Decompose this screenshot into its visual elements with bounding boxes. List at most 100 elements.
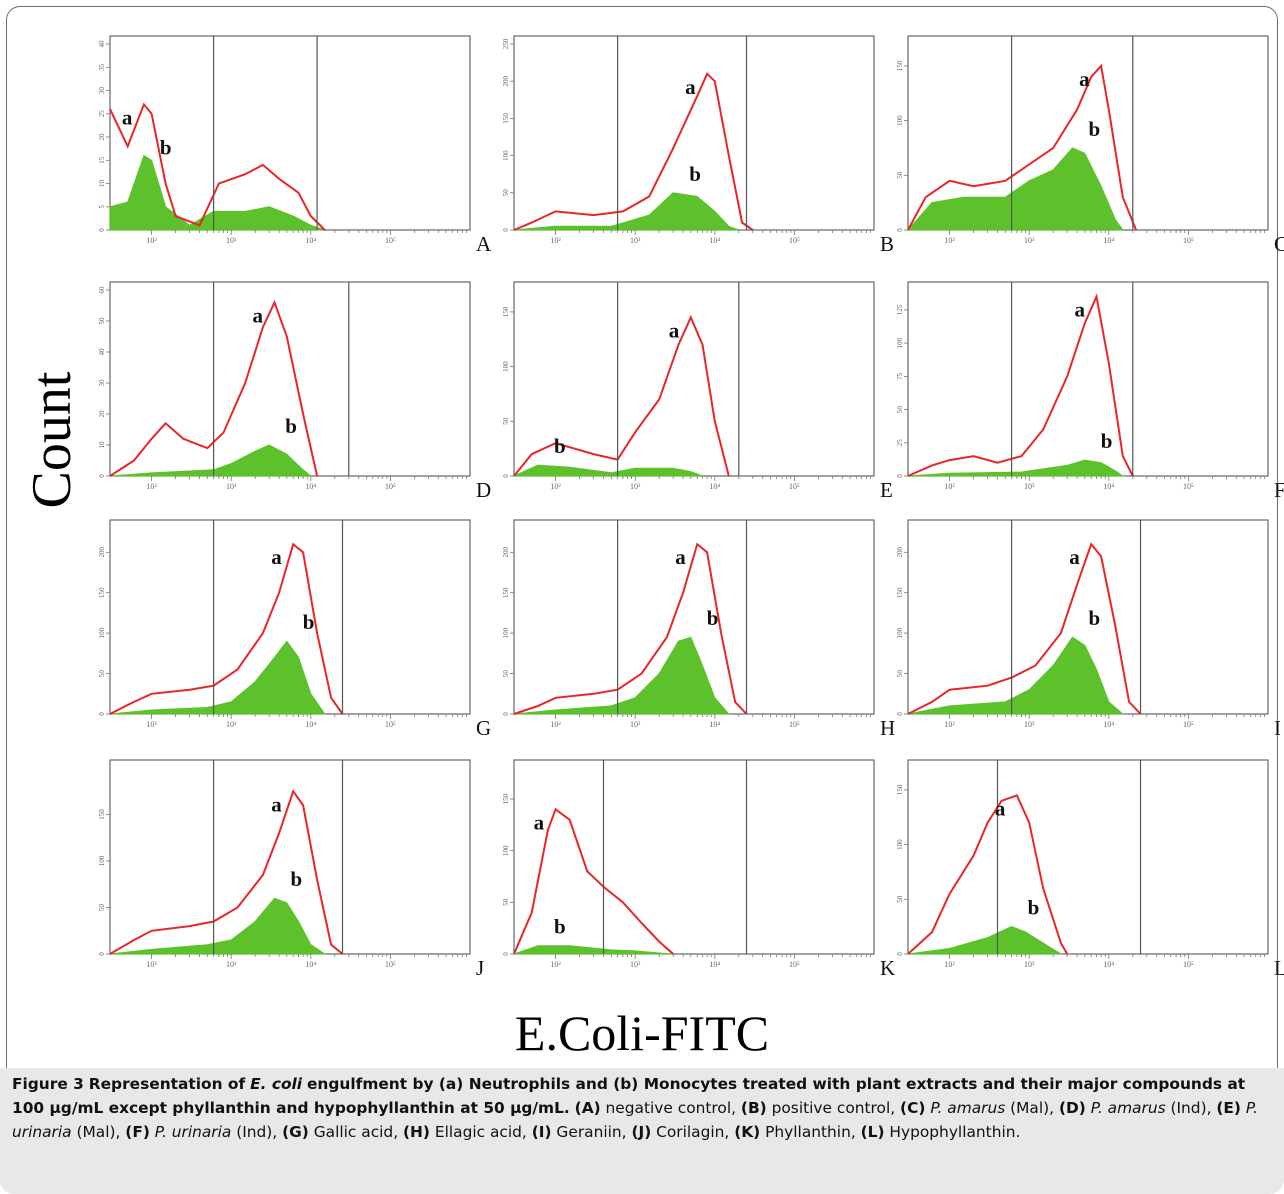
y-tick-label: 150	[502, 306, 510, 317]
x-tick-label: 10²	[944, 960, 955, 969]
curve-b-label: b	[291, 867, 303, 891]
series-a-line	[907, 542, 1142, 715]
x-tick-label: 10²	[550, 236, 561, 245]
x-tick-label: 10³	[1024, 720, 1035, 729]
y-tick-label: 15	[98, 156, 106, 164]
series-b-area	[907, 926, 1063, 955]
y-tick-label: 25	[896, 439, 904, 447]
x-tick-label: 10⁴	[1103, 720, 1114, 729]
y-tick-label: 40	[98, 348, 106, 356]
y-tick-label: 200	[502, 547, 510, 558]
panel-frame	[907, 281, 1269, 477]
y-tick-label: 0	[896, 952, 904, 956]
panel-G: 10² 10³ 10⁴ 10⁵ 0 50 100 150 200 a b G	[98, 519, 491, 740]
figure-caption: Figure 3 Representation of E. coli engul…	[12, 1072, 1274, 1144]
curve-a-label: a	[122, 105, 133, 129]
series-a-line	[513, 542, 748, 715]
x-tick-label: 10⁴	[305, 482, 316, 491]
x-tick-label: 10⁵	[1183, 960, 1194, 969]
series-b-area	[109, 444, 313, 477]
x-tick-label: 10⁴	[709, 236, 720, 245]
x-tick-label: 10⁵	[789, 236, 800, 245]
caption-item-key: (G)	[282, 1123, 309, 1141]
series-b-area	[109, 154, 325, 231]
panel-letter: C	[1274, 232, 1284, 256]
x-tick-label: 10³	[226, 720, 237, 729]
x-tick-label: 10⁴	[1103, 960, 1114, 969]
y-tick-label: 50	[502, 898, 510, 906]
series-a-line	[513, 314, 730, 477]
caption-item-key: (I)	[531, 1123, 552, 1141]
series-b-area	[907, 636, 1125, 715]
caption-item-species: P. urinaria	[154, 1123, 232, 1141]
panel-letter: K	[880, 956, 895, 980]
x-tick-label: 10²	[944, 482, 955, 491]
y-tick-label: 150	[502, 793, 510, 804]
curve-a-label: a	[534, 810, 545, 834]
curve-b-label: b	[1089, 117, 1101, 141]
caption-item-key: (E)	[1216, 1099, 1241, 1117]
panel-letter: F	[1274, 478, 1284, 502]
panel-letter: A	[476, 232, 492, 256]
x-tick-label: 10⁴	[305, 960, 316, 969]
curve-a-label: a	[1079, 67, 1090, 91]
y-tick-label: 20	[98, 410, 106, 418]
caption-item-text: Phyllanthin,	[765, 1123, 856, 1141]
y-tick-label: 100	[502, 627, 510, 638]
x-tick-label: 10⁴	[305, 236, 316, 245]
panel-K: 10² 10³ 10⁴ 10⁵ 0 50 100 150 a b K	[502, 759, 895, 980]
y-tick-label: 100	[896, 627, 904, 638]
histogram-grid: 10² 10³ 10⁴ 10⁵ 0 5 10 15 20 25 30 35 40 a b A 10² 10³ 10⁴…	[98, 35, 1284, 980]
series-b-area	[513, 464, 703, 477]
panel-frame	[109, 281, 471, 477]
x-tick-label: 10⁵	[789, 720, 800, 729]
y-tick-label: 150	[98, 809, 106, 820]
y-tick-label: 100	[502, 361, 510, 372]
caption-item-key: (L)	[860, 1123, 885, 1141]
x-tick-label: 10⁵	[789, 482, 800, 491]
series-b-area	[109, 897, 327, 955]
y-tick-label: 0	[502, 952, 510, 956]
curve-a-label: a	[1075, 298, 1086, 322]
y-axis-label: Count	[21, 371, 83, 509]
series-b-area	[513, 192, 739, 231]
y-tick-label: 50	[98, 317, 106, 325]
y-tick-label: 50	[896, 670, 904, 678]
y-tick-label: 35	[98, 63, 106, 71]
x-tick-label: 10³	[630, 482, 641, 491]
x-tick-label: 10²	[550, 960, 561, 969]
y-tick-label: 0	[502, 474, 510, 478]
panel-letter: D	[476, 478, 491, 502]
caption-item-text: (Ind),	[236, 1123, 278, 1141]
caption-item-key: (B)	[740, 1099, 767, 1117]
series-b-area	[513, 636, 730, 715]
series-a-line	[109, 299, 319, 477]
caption-item-key: (J)	[631, 1123, 652, 1141]
x-tick-label: 10⁵	[385, 720, 396, 729]
caption-background	[0, 1068, 1284, 1194]
x-axis-label: E.Coli-FITC	[514, 1005, 770, 1061]
panel-letter: J	[476, 956, 484, 980]
y-tick-label: 125	[896, 304, 904, 315]
y-tick-label: 0	[98, 228, 106, 232]
curve-b-label: b	[707, 606, 719, 630]
curve-a-label: a	[685, 75, 696, 99]
y-tick-label: 200	[896, 547, 904, 558]
caption-item-key: (D)	[1058, 1099, 1086, 1117]
curve-b-label: b	[1101, 429, 1113, 453]
x-tick-label: 10³	[630, 720, 641, 729]
series-b-area	[906, 147, 1124, 231]
caption-item-key: (F)	[125, 1123, 150, 1141]
curve-b-label: b	[303, 610, 315, 634]
panel-A: 10² 10³ 10⁴ 10⁵ 0 5 10 15 20 25 30 35 40 a b A	[98, 35, 492, 256]
x-tick-label: 10⁵	[789, 960, 800, 969]
y-tick-label: 0	[98, 712, 106, 716]
caption-item-text: Ellagic acid,	[434, 1123, 527, 1141]
x-tick-label: 10⁵	[385, 482, 396, 491]
y-tick-label: 60	[98, 286, 106, 294]
caption-item-text: (Mal),	[76, 1123, 121, 1141]
series-a-line	[109, 102, 326, 231]
caption-item-text: Geraniin,	[556, 1123, 627, 1141]
x-tick-label: 10²	[944, 720, 955, 729]
y-tick-label: 5	[98, 205, 106, 209]
